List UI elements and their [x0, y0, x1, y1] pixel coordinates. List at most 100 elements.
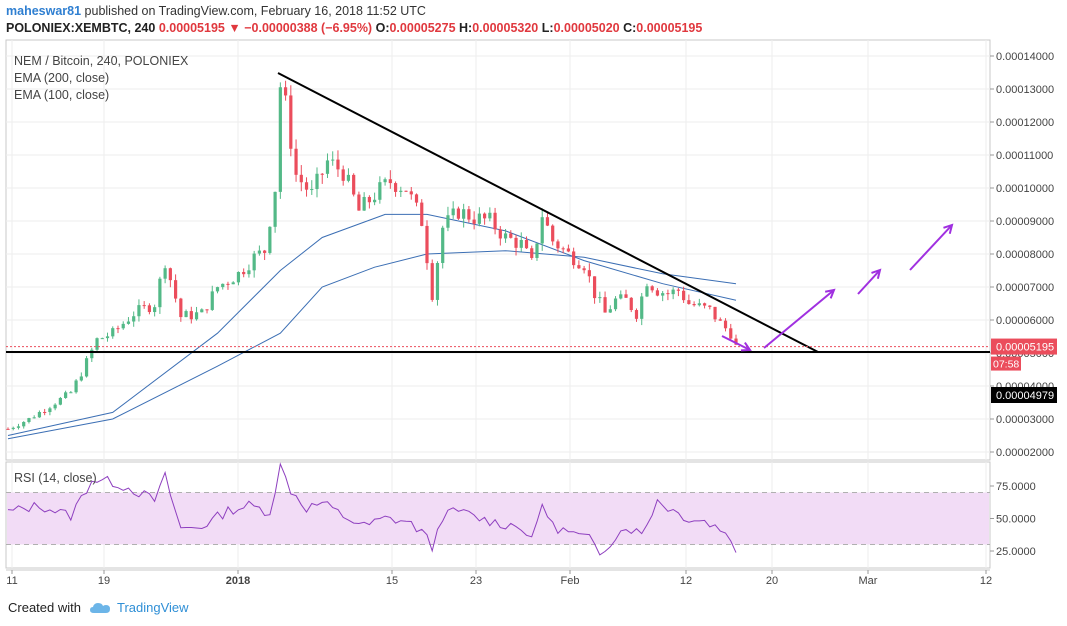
- candle-body: [367, 196, 371, 203]
- candle: [126, 317, 131, 325]
- candle-body: [242, 271, 246, 275]
- rsi-axis[interactable]: 75.0000 50.0000 25.0000: [990, 481, 1036, 558]
- candle: [409, 186, 413, 200]
- time-tick-label: 12: [980, 575, 992, 587]
- candle: [268, 226, 272, 255]
- candle-body: [289, 95, 293, 149]
- candle: [215, 286, 220, 294]
- price-axis[interactable]: 0.000020000.000030000.000040000.00005000…: [990, 51, 1057, 459]
- candle: [650, 285, 654, 293]
- candle-body: [84, 358, 89, 377]
- candle-body: [100, 338, 104, 340]
- candle-body: [137, 305, 141, 317]
- candle: [315, 167, 319, 198]
- candle-body: [404, 190, 408, 192]
- candle: [378, 176, 382, 204]
- candle-body: [173, 280, 178, 299]
- candle: [535, 243, 539, 261]
- footer: Created with TradingView: [8, 600, 189, 615]
- candle-body: [645, 286, 649, 297]
- candlesticks: [6, 80, 738, 431]
- candle: [69, 391, 73, 394]
- candle: [147, 303, 152, 315]
- candle: [566, 244, 571, 253]
- candle: [373, 192, 377, 206]
- main-pane-frame: [5, 39, 991, 461]
- candle: [456, 206, 461, 220]
- candle-body: [619, 294, 623, 299]
- candle-body: [682, 290, 686, 301]
- candle-body: [257, 250, 261, 254]
- candle: [221, 283, 225, 290]
- candle-body: [608, 309, 612, 313]
- time-axis[interactable]: 11 19 2018 15 23 Feb 12 20 Mar 12: [6, 569, 992, 587]
- created-with-text: Created with: [8, 600, 81, 615]
- legend-rsi: RSI (14, close): [14, 471, 97, 485]
- candle-body: [545, 217, 550, 226]
- candle-body: [414, 194, 419, 203]
- candle: [393, 181, 398, 197]
- candle: [577, 260, 581, 270]
- close-value: 0.00005195: [636, 21, 703, 35]
- candle-body: [477, 213, 481, 224]
- candle-body: [189, 311, 193, 320]
- candle: [509, 230, 513, 239]
- rsi-tick-label: 25.0000: [996, 546, 1036, 558]
- chart-header: maheswar81 published on TradingView.com,…: [6, 3, 702, 37]
- candle: [729, 323, 733, 341]
- candle-body: [252, 253, 256, 271]
- candle-body: [613, 298, 618, 310]
- candle: [519, 232, 523, 252]
- candle-body: [687, 300, 691, 305]
- candle-body: [640, 296, 644, 319]
- candle: [425, 220, 429, 270]
- support-badge-text: 0.00004979: [996, 390, 1054, 402]
- candle: [462, 203, 466, 228]
- candle-body: [315, 173, 319, 190]
- time-tick-label: 23: [470, 575, 482, 587]
- candle: [367, 195, 371, 209]
- candle: [561, 246, 565, 254]
- candle: [404, 190, 408, 192]
- candle: [6, 427, 10, 430]
- candle-body: [671, 289, 675, 295]
- candle: [278, 82, 282, 199]
- time-tick-label: 15: [386, 575, 398, 587]
- candle-body: [79, 376, 83, 381]
- author-name[interactable]: maheswar81: [6, 4, 82, 18]
- candle: [483, 212, 487, 225]
- legend-ema100: EMA (100, close): [14, 88, 109, 102]
- ema-100-line: [7, 213, 737, 436]
- candle-body: [472, 219, 476, 224]
- candle-body: [634, 310, 639, 319]
- price-tick-label: 0.00008000: [996, 249, 1054, 261]
- candle-body: [27, 418, 31, 422]
- candle: [545, 212, 550, 227]
- candle: [289, 85, 293, 157]
- candle: [420, 199, 424, 227]
- candle: [27, 417, 31, 424]
- candle-body: [572, 251, 576, 266]
- candle: [341, 165, 345, 186]
- tradingview-brand[interactable]: TradingView: [116, 600, 189, 615]
- candle-body: [692, 304, 696, 306]
- time-tick-label: 19: [98, 575, 110, 587]
- projection-arrow: [857, 269, 881, 295]
- candle-body: [697, 303, 701, 306]
- candle-body: [514, 237, 518, 248]
- candle: [121, 321, 125, 330]
- candle: [194, 306, 199, 321]
- candle: [645, 283, 649, 298]
- candle-body: [247, 270, 251, 275]
- candle-body: [352, 174, 356, 195]
- candle: [530, 245, 534, 260]
- candle-body: [535, 243, 539, 258]
- time-tick-label: 20: [766, 575, 778, 587]
- tradingview-cloud-icon: [89, 602, 110, 613]
- candle-body: [430, 263, 434, 300]
- projection-arrow: [721, 335, 751, 351]
- projection-arrow: [909, 224, 953, 271]
- candle: [603, 291, 607, 313]
- time-tick-label: Feb: [561, 575, 580, 587]
